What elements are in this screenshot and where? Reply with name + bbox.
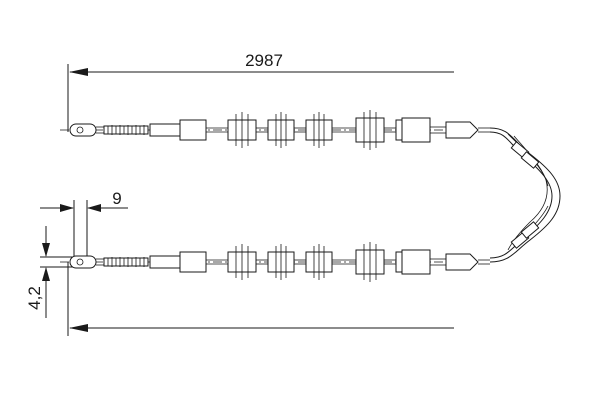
- sleeve: [179, 119, 207, 141]
- arrowhead: [69, 68, 88, 76]
- arrowhead: [60, 204, 74, 212]
- end-fitting: [445, 121, 479, 139]
- collar: [395, 251, 403, 273]
- length-label: 2987: [245, 51, 283, 70]
- cable-loop: [489, 127, 561, 263]
- housing: [401, 117, 431, 143]
- arrowhead: [87, 204, 101, 212]
- upper-cable: [60, 110, 490, 150]
- eye-width-dimension: 9: [40, 189, 128, 262]
- ferrule: [149, 255, 181, 269]
- arrowhead: [42, 243, 50, 257]
- ferrule: [149, 123, 181, 137]
- housing: [401, 249, 431, 275]
- length-dimension-top: 2987: [67, 51, 454, 132]
- loop-clamp: [520, 221, 540, 239]
- sleeve: [179, 251, 207, 273]
- collar: [395, 119, 403, 141]
- threaded-rod: [103, 257, 149, 267]
- eye-hole: [76, 258, 84, 266]
- loop-clamp: [520, 151, 540, 169]
- eye-hole: [76, 126, 84, 134]
- arrowhead: [42, 267, 50, 281]
- length-dimension-bottom: [67, 262, 454, 336]
- end-fitting: [445, 253, 479, 271]
- threaded-rod: [103, 125, 149, 135]
- arrowhead: [69, 324, 88, 332]
- eye-diameter-label: 4,2: [25, 286, 44, 310]
- eye-diameter-dimension: 4,2: [25, 226, 92, 318]
- eye-width-label: 9: [112, 189, 121, 208]
- lower-cable: [60, 242, 490, 282]
